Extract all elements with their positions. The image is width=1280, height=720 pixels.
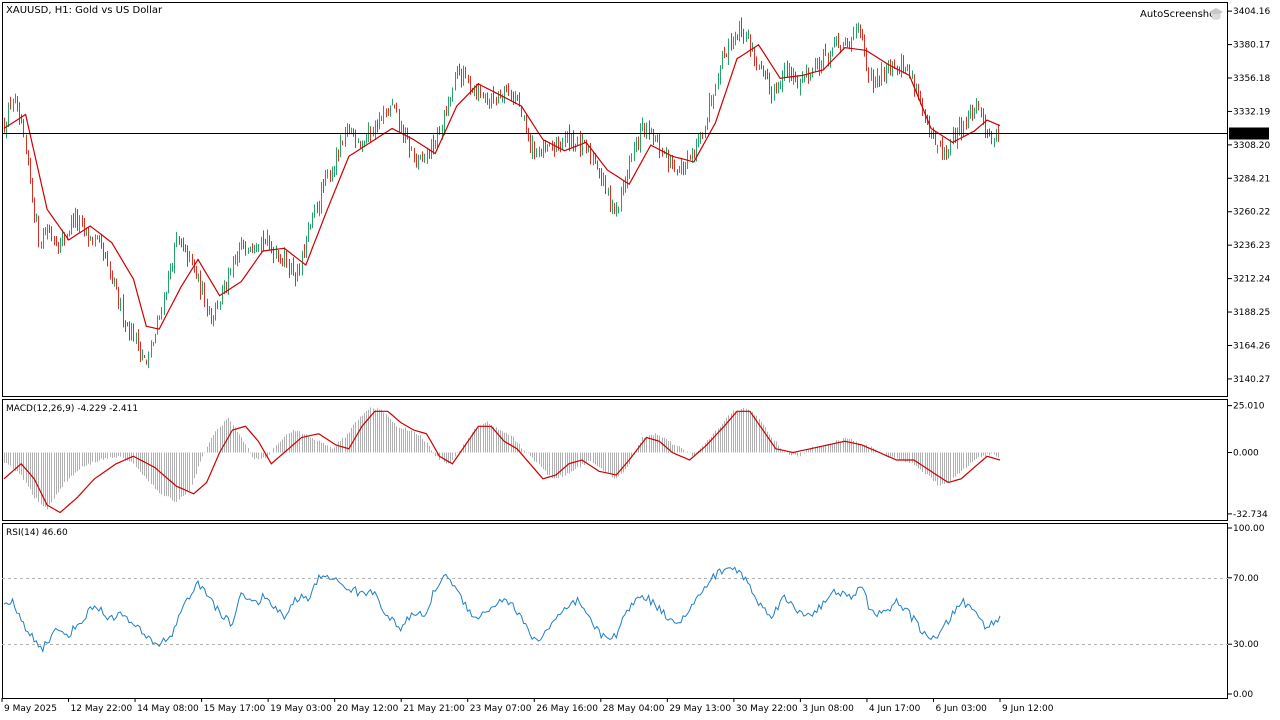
macd-label: MACD(12,26,9) -4.229 -2.411	[6, 404, 138, 414]
current-price-badge	[1229, 127, 1269, 140]
time-tick-label: 30 May 22:00	[736, 704, 798, 714]
auto-screenshot-watermark: AutoScreenshot	[1140, 9, 1219, 20]
current-price-label: 3316.70	[1232, 130, 1269, 140]
macd-series	[3, 407, 1001, 514]
price-tick-label: 3164.26	[1233, 341, 1270, 351]
price-tick-label: 3284.21	[1233, 174, 1270, 184]
time-tick-label: 4 Jun 17:00	[869, 704, 921, 714]
rsi-tick-label: 100.00	[1233, 524, 1265, 534]
rsi-tick-label: 30.00	[1233, 640, 1259, 650]
time-tick-label: 3 Jun 08:00	[802, 704, 854, 714]
time-tick-label: 23 May 07:00	[470, 704, 532, 714]
price-tick-label: 3380.17	[1233, 41, 1270, 51]
price-tick-label: 3404.16	[1233, 7, 1270, 17]
rsi-tick-label: 0.00	[1233, 690, 1253, 700]
moving-average-line	[3, 43, 1001, 330]
price-tick-label: 3236.23	[1233, 241, 1270, 251]
time-tick-label: 9 May 2025	[4, 704, 57, 714]
price-tick-label: 3260.22	[1233, 208, 1270, 218]
time-tick-label: 12 May 22:00	[71, 704, 133, 714]
graduation-cap-icon	[1209, 8, 1223, 20]
macd-tick-label: -32.734	[1233, 510, 1268, 520]
price-tick-label: 3140.27	[1233, 375, 1270, 385]
rsi-tick-label: 70.00	[1233, 574, 1259, 584]
macd-signal-line	[3, 410, 1001, 514]
rsi-panel-frame[interactable]	[2, 523, 1228, 699]
time-tick-label: 28 May 04:00	[603, 704, 665, 714]
price-panel-frame[interactable]	[2, 2, 1228, 397]
time-tick-label: 15 May 17:00	[204, 704, 266, 714]
price-tick-label: 3356.18	[1233, 74, 1270, 84]
time-tick-label: 9 Jun 12:00	[1002, 704, 1054, 714]
price-tick-label: 3212.24	[1233, 275, 1270, 285]
time-tick-label: 20 May 12:00	[337, 704, 399, 714]
time-tick-label: 29 May 13:00	[669, 704, 731, 714]
rsi-label: RSI(14) 46.60	[6, 528, 68, 538]
macd-tick-label: 0.000	[1233, 449, 1259, 459]
rsi-line	[3, 566, 1001, 654]
time-tick-label: 6 Jun 03:00	[935, 704, 987, 714]
time-tick-label: 21 May 21:00	[403, 704, 465, 714]
price-series	[2, 17, 1228, 369]
time-tick-label: 26 May 16:00	[536, 704, 598, 714]
symbol-title: XAUUSD, H1: Gold vs US Dollar	[6, 5, 163, 16]
price-tick-label: 3188.25	[1233, 308, 1270, 318]
time-tick-label: 19 May 03:00	[270, 704, 332, 714]
price-tick-label: 3308.20	[1233, 141, 1270, 151]
macd-tick-label: 25.010	[1233, 402, 1265, 412]
price-tick-label: 3332.19	[1233, 107, 1270, 117]
axes: 3404.16 3380.17 3356.18 3332.19 3308.20 3284.…	[1, 7, 1270, 714]
rsi-series	[2, 566, 1228, 654]
time-tick-label: 14 May 08:00	[137, 704, 199, 714]
